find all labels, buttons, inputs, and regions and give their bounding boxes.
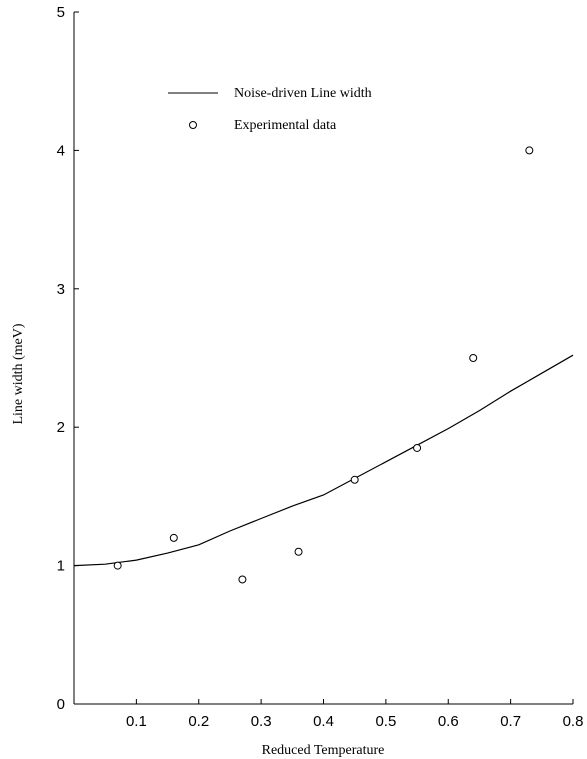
x-tick-label: 0.1 <box>126 713 147 730</box>
legend-marker-swatch <box>189 121 197 129</box>
legend-label-scatter: Experimental data <box>234 118 337 133</box>
x-tick-label: 0.7 <box>500 713 521 730</box>
data-point-experimental <box>413 443 422 452</box>
data-point-experimental <box>169 533 178 542</box>
data-point-experimental <box>238 575 247 584</box>
y-tick-label: 5 <box>57 4 65 21</box>
y-tick-label: 2 <box>57 419 65 436</box>
y-tick-label: 4 <box>57 142 65 159</box>
axes-layer <box>73 12 573 705</box>
series-line-noise-driven <box>73 354 574 567</box>
x-tick-label: 0.3 <box>251 713 272 730</box>
series-layer <box>73 146 574 584</box>
x-tick-label: 0.6 <box>438 713 459 730</box>
x-tick-label: 0.5 <box>375 713 396 730</box>
x-tick-label: 0.8 <box>563 713 584 730</box>
x-tick-label: 0.2 <box>188 713 209 730</box>
x-axis-label: Reduced Temperature <box>262 743 385 758</box>
data-point-experimental <box>113 561 122 570</box>
data-point-experimental <box>525 146 534 155</box>
y-axis-label: Line width (meV) <box>11 323 26 424</box>
ticks-layer: 0.1 0.2 0.3 0.4 0.5 0.6 0.7 0.8 0 1 2 3 4 5 <box>57 4 584 730</box>
y-tick-label: 1 <box>57 558 65 575</box>
y-tick-label: 3 <box>57 281 65 298</box>
x-tick-label: 0.4 <box>313 713 334 730</box>
data-point-experimental <box>294 547 303 556</box>
legend-label-line: Noise-driven Line width <box>234 86 372 101</box>
data-point-experimental <box>350 475 359 484</box>
y-tick-label: 0 <box>57 696 65 713</box>
legend: Noise-driven Line width Experimental dat… <box>168 86 372 133</box>
data-point-experimental <box>469 354 478 362</box>
